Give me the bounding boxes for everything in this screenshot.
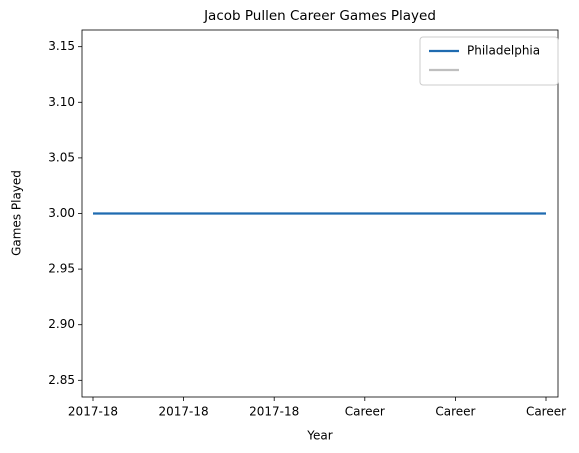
x-tick-label: Career	[345, 405, 385, 419]
y-axis-label: Games Played	[10, 170, 24, 256]
legend-label: Philadelphia	[467, 44, 540, 58]
chart-title: Jacob Pullen Career Games Played	[203, 8, 436, 24]
y-tick-label: 3.00	[48, 206, 75, 220]
x-tick-label: Career	[435, 405, 475, 419]
y-tick-label: 2.95	[48, 262, 75, 276]
y-tick-label: 3.10	[48, 95, 75, 109]
y-tick-label: 3.15	[48, 39, 75, 53]
legend-box	[419, 36, 559, 86]
y-tick-label: 2.90	[48, 317, 75, 331]
x-tick-label: 2017-18	[68, 405, 118, 419]
y-tick-label: 2.85	[48, 373, 75, 387]
x-axis-label: Year	[306, 429, 332, 443]
x-tick-label: 2017-18	[249, 405, 299, 419]
y-tick-label: 3.05	[48, 150, 75, 164]
x-tick-label: 2017-18	[159, 405, 209, 419]
x-tick-label: Career	[526, 405, 566, 419]
